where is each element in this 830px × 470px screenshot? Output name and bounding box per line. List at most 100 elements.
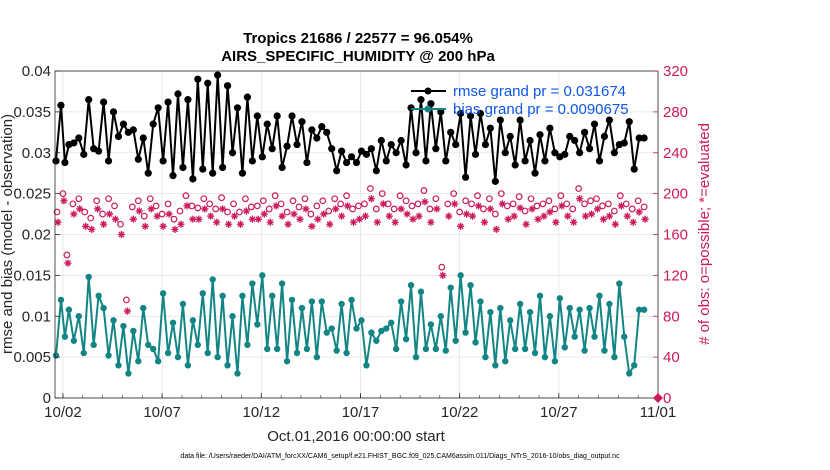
possible-obs-point	[53, 208, 61, 216]
possible-obs-point	[259, 197, 267, 205]
bias-point	[621, 333, 628, 340]
x-tick-label: 10/17	[342, 404, 380, 421]
y-tick-label-right: 0	[663, 390, 671, 407]
series-layer	[52, 71, 649, 377]
bias-point	[571, 333, 578, 340]
evaluated-obs-point	[320, 210, 328, 218]
bias-point	[373, 337, 380, 344]
bias-point	[412, 353, 420, 361]
rmse-point	[104, 157, 113, 165]
bias-point	[586, 304, 593, 312]
evaluated-obs-point	[480, 218, 489, 226]
rmse-point	[635, 134, 643, 142]
possible-obs-point	[307, 210, 315, 218]
rmse-point	[541, 157, 549, 165]
possible-obs-point	[176, 207, 184, 215]
possible-obs-point	[509, 200, 517, 208]
evaluated-obs-point	[219, 205, 227, 213]
y-tick-label: 0.005	[13, 349, 51, 366]
bias-point	[422, 345, 430, 353]
rmse-point	[352, 158, 361, 167]
legend-rmse-marker	[424, 87, 432, 95]
evaluated-obs-point	[528, 205, 536, 213]
legend-bias-marker	[424, 105, 432, 113]
bias-point	[402, 335, 410, 343]
x-tick-label: 10/22	[441, 404, 479, 421]
rmse-point	[85, 96, 93, 104]
evaluated-obs-point	[593, 205, 602, 213]
evaluated-obs-point	[296, 215, 304, 223]
bias-point	[204, 349, 211, 357]
rmse-point	[233, 104, 242, 112]
possible-obs-point	[128, 203, 136, 211]
bias-point	[635, 306, 643, 313]
rmse-point	[422, 157, 430, 165]
possible-obs-point	[527, 195, 535, 203]
rmse-point	[174, 90, 182, 98]
bias-point	[616, 280, 623, 287]
bias-point	[328, 325, 335, 332]
evaluated-obs-point	[462, 210, 471, 218]
bias-point	[363, 362, 370, 369]
evaluated-obs-point	[260, 210, 268, 218]
evaluated-obs-point	[224, 220, 233, 228]
bias-point	[452, 337, 459, 344]
possible-obs-point	[325, 207, 333, 215]
evaluated-obs-point	[510, 212, 518, 220]
evaluated-obs-point	[361, 212, 370, 220]
evaluated-obs-point	[165, 210, 173, 218]
bias-point	[497, 304, 504, 312]
evaluated-obs-point	[135, 207, 143, 215]
bias-point	[288, 296, 296, 304]
bias-point	[70, 337, 78, 344]
evaluated-obs-point	[332, 205, 340, 213]
possible-obs-point	[587, 197, 594, 205]
evaluated-obs-point	[582, 212, 590, 220]
possible-obs-point	[533, 202, 541, 210]
rmse-point	[590, 120, 599, 128]
possible-obs-point	[569, 205, 577, 213]
evaluated-obs-point	[153, 212, 161, 220]
rmse-point	[625, 118, 633, 126]
rmse-point	[471, 150, 480, 158]
bias-point	[283, 358, 291, 365]
evaluated-obs-point	[82, 222, 90, 230]
possible-obs-point	[170, 215, 178, 223]
possible-obs-point	[343, 192, 350, 200]
rmse-point	[372, 167, 380, 175]
rmse-point	[283, 142, 291, 150]
rmse-point	[164, 98, 172, 106]
evaluated-obs-point	[486, 205, 494, 213]
bias-point	[189, 317, 197, 324]
bias-point	[229, 313, 236, 320]
rmse-point	[228, 149, 237, 157]
y-tick-label: 0.04	[22, 63, 51, 80]
rmse-point	[308, 126, 316, 134]
rmse-point	[412, 149, 420, 157]
rmse-point	[536, 131, 544, 139]
bias-point	[174, 353, 182, 361]
rmse-point	[496, 116, 504, 124]
possible-obs-point	[212, 205, 220, 213]
possible-obs-point	[164, 200, 172, 208]
evaluated-obs-point	[558, 202, 566, 210]
possible-obs-point	[599, 202, 606, 210]
possible-obs-point	[242, 195, 249, 203]
bias-point	[264, 345, 271, 353]
y-tick-label: 0.035	[13, 104, 51, 121]
bias-point	[268, 292, 276, 300]
rmse-point	[129, 126, 137, 134]
bias-point	[576, 306, 583, 313]
rmse-point	[491, 177, 499, 185]
evaluated-obs-point	[599, 215, 608, 223]
evaluated-obs-point	[605, 212, 614, 220]
y-tick-label: 0.03	[22, 145, 51, 162]
x-tick-label: 10/02	[44, 404, 82, 421]
bias-point	[338, 300, 345, 308]
rmse-point	[501, 149, 509, 157]
bias-point	[482, 353, 489, 361]
bias-point	[507, 317, 514, 324]
evaluated-obs-point	[516, 204, 524, 212]
rmse-point	[209, 169, 217, 177]
